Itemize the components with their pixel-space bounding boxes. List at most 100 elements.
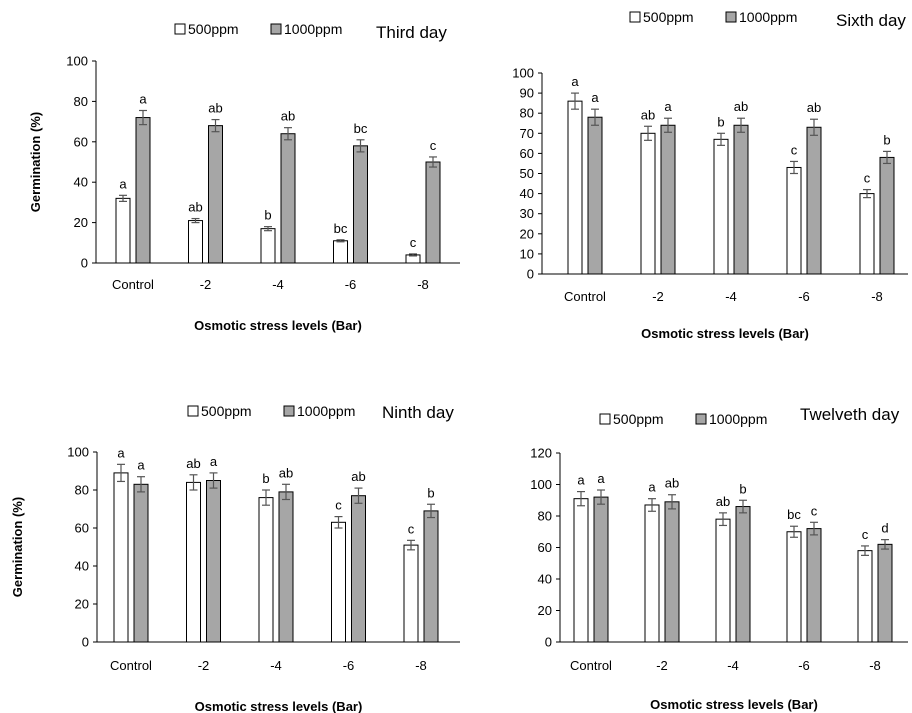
significance-letter: c: [862, 527, 869, 542]
significance-letter: a: [139, 91, 147, 106]
y-tick-label: 70: [520, 126, 534, 141]
legend-swatch-1000ppm: [283, 405, 295, 417]
y-tick-label: 60: [520, 146, 534, 161]
y-tick-label: 0: [545, 635, 552, 650]
bar-1000ppm: [664, 501, 680, 643]
bar-1000ppm: [877, 543, 893, 643]
y-tick-label: 90: [520, 86, 534, 101]
bar-1000ppm: [353, 145, 368, 264]
significance-letter: a: [577, 473, 585, 488]
legend-label: 500ppm: [613, 411, 664, 427]
bar-1000ppm: [208, 125, 223, 264]
significance-letter: bc: [334, 221, 348, 236]
bar-1000ppm: [351, 495, 366, 643]
bar-1000ppm: [423, 510, 439, 643]
x-tick-label: -6: [343, 658, 355, 673]
x-tick-label: -2: [198, 658, 210, 673]
y-tick-label: 50: [520, 166, 534, 181]
significance-letter: ab: [734, 99, 748, 114]
y-tick-label: 0: [82, 635, 89, 650]
significance-letter: c: [335, 498, 342, 513]
legend-swatch-500ppm: [174, 23, 186, 35]
x-tick-label: Control: [564, 289, 606, 304]
x-tick-label: -4: [272, 277, 284, 292]
bar-1000ppm: [133, 483, 149, 643]
y-tick-label: 60: [74, 134, 88, 149]
significance-letter: ab: [716, 494, 730, 509]
significance-letter: a: [117, 445, 125, 460]
y-tick-label: 120: [530, 446, 552, 461]
significance-letter: ab: [186, 456, 200, 471]
bar-500ppm: [113, 472, 129, 643]
significance-letter: ab: [807, 100, 821, 115]
x-tick-label: Control: [112, 277, 154, 292]
y-tick-label: 80: [538, 509, 552, 524]
chart-panel-2: 0102030405060708090100Controlaa-2aba-4ba…: [512, 9, 908, 341]
bar-1000ppm: [206, 480, 221, 643]
significance-letter: a: [597, 471, 605, 486]
significance-letter: a: [210, 454, 218, 469]
bar-1000ppm: [135, 117, 151, 264]
bar-1000ppm: [660, 124, 676, 275]
legend: 500ppm 1000ppm: [599, 411, 767, 427]
x-tick-label: -8: [869, 658, 881, 673]
y-tick-label: 20: [538, 603, 552, 618]
x-tick-label: -8: [415, 658, 427, 673]
y-tick-label: 30: [520, 206, 534, 221]
significance-letter: c: [864, 171, 871, 186]
y-axis-label: Germination (%): [10, 497, 25, 597]
x-tick-label: -6: [798, 289, 810, 304]
x-tick-label: -4: [725, 289, 737, 304]
significance-letter: c: [430, 138, 437, 153]
x-axis-label: Osmotic stress levels (Bar): [650, 697, 818, 712]
legend-label: 1000ppm: [709, 411, 767, 427]
significance-letter: a: [664, 99, 672, 114]
bar-500ppm: [786, 531, 802, 643]
legend-swatch-500ppm: [599, 413, 611, 425]
legend-label: 1000ppm: [739, 9, 797, 25]
x-tick-label: -4: [727, 658, 739, 673]
x-tick-label: -6: [345, 277, 357, 292]
bar-500ppm: [115, 197, 131, 264]
significance-letter: ab: [665, 476, 679, 491]
significance-letter: ab: [208, 101, 222, 116]
bar-500ppm: [258, 497, 274, 643]
significance-letter: ab: [641, 107, 655, 122]
y-tick-label: 100: [66, 54, 88, 69]
legend: 500ppm 1000ppm: [174, 21, 342, 37]
legend-swatch-1000ppm: [270, 23, 282, 35]
legend-swatch-500ppm: [187, 405, 199, 417]
significance-letter: ab: [188, 200, 202, 215]
y-tick-label: 80: [520, 106, 534, 121]
y-tick-label: 20: [74, 215, 88, 230]
x-tick-label: -2: [200, 277, 212, 292]
significance-letter: c: [811, 503, 818, 518]
x-tick-label: -6: [798, 658, 810, 673]
bar-500ppm: [260, 228, 276, 264]
significance-letter: ab: [281, 109, 295, 124]
bar-500ppm: [333, 240, 348, 264]
significance-letter: a: [648, 480, 656, 495]
bar-1000ppm: [735, 506, 751, 643]
bar-1000ppm: [587, 116, 603, 275]
bar-500ppm: [786, 166, 802, 275]
bar-500ppm: [859, 193, 875, 275]
x-axis-label: Osmotic stress levels (Bar): [641, 326, 809, 341]
significance-letter: b: [264, 208, 271, 223]
bar-500ppm: [713, 138, 729, 275]
significance-letter: ab: [351, 469, 365, 484]
legend-label: 500ppm: [643, 9, 694, 25]
x-tick-label: -8: [871, 289, 883, 304]
chart-title: Ninth day: [382, 403, 454, 422]
bar-1000ppm: [733, 124, 749, 275]
legend: 500ppm 1000ppm: [187, 403, 355, 419]
significance-letter: ab: [279, 465, 293, 480]
legend-swatch-1000ppm: [725, 11, 737, 23]
significance-letter: bc: [354, 121, 368, 136]
y-tick-label: 20: [520, 226, 534, 241]
y-tick-label: 40: [538, 572, 552, 587]
bar-1000ppm: [593, 496, 609, 643]
y-tick-label: 20: [75, 597, 89, 612]
x-tick-label: -4: [270, 658, 282, 673]
